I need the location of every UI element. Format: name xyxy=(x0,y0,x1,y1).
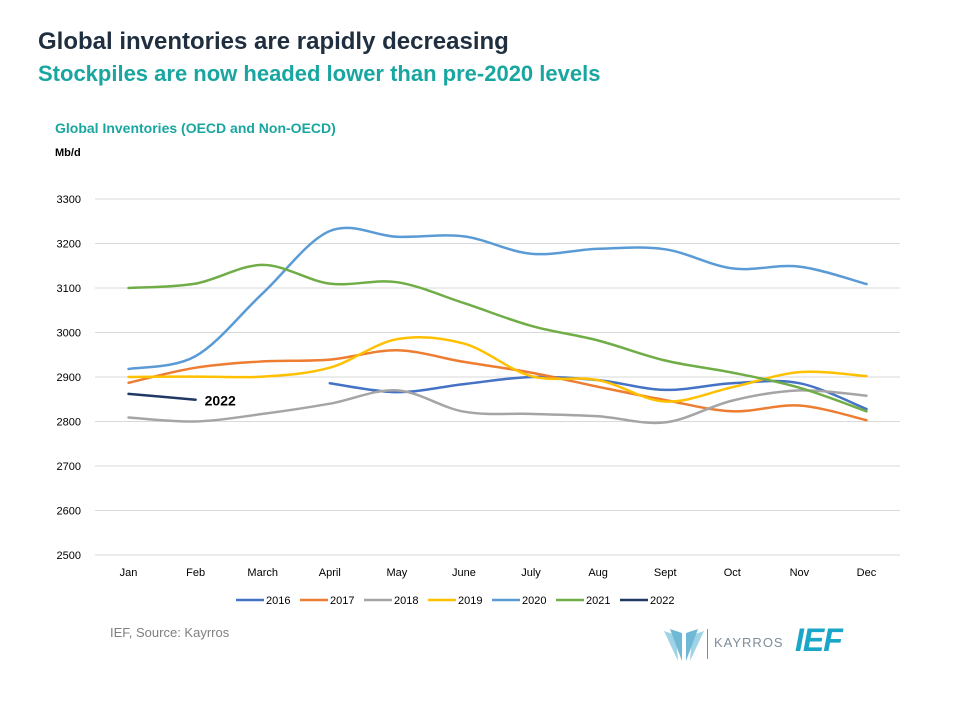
annotations: 2022 xyxy=(205,393,236,409)
legend-item-2020: 2020 xyxy=(492,595,546,607)
x-tick-label: July xyxy=(521,567,541,579)
legend-label: 2022 xyxy=(650,595,674,607)
kayrros-wing-icon xyxy=(664,629,704,661)
series-line-2022 xyxy=(127,392,197,401)
x-tick-label: May xyxy=(386,567,407,579)
page-subtitle: Stockpiles are now headed lower than pre… xyxy=(38,61,601,86)
annotation-2022: 2022 xyxy=(205,393,236,409)
y-tick-label: 2500 xyxy=(57,550,81,562)
legend-item-2018: 2018 xyxy=(364,595,418,607)
y-tick-label: 3200 xyxy=(57,239,81,251)
page-title: Global inventories are rapidly decreasin… xyxy=(38,28,509,55)
x-tick-label: June xyxy=(452,567,476,579)
y-tick-label: 2800 xyxy=(57,417,81,429)
y-tick-label: 3300 xyxy=(57,194,81,206)
legend-label: 2016 xyxy=(266,595,290,607)
y-tick-label: 2700 xyxy=(57,461,81,473)
y-axis-ticks: 2500 2600 2700 2800 2900 3000 3100 3200 3300 xyxy=(57,194,81,562)
ief-logo: IEF xyxy=(795,622,843,658)
source-note: IEF, Source: Kayrros xyxy=(110,625,230,640)
series-line-2019 xyxy=(127,335,868,403)
kayrros-divider xyxy=(707,629,708,659)
series-line-2017 xyxy=(127,349,868,422)
x-tick-label: Jan xyxy=(120,567,138,579)
x-tick-label: Oct xyxy=(724,567,741,579)
kayrros-logo-text: KAYRROS xyxy=(714,635,784,650)
chart-title: Global Inventories (OECD and Non-OECD) xyxy=(55,120,336,136)
legend-item-2017: 2017 xyxy=(300,595,354,607)
legend-label: 2019 xyxy=(458,595,482,607)
legend-item-2019: 2019 xyxy=(428,595,482,607)
y-tick-label: 2900 xyxy=(57,372,81,384)
legend-item-2016: 2016 xyxy=(236,595,290,607)
series-line-2018 xyxy=(127,389,868,425)
legend-label: 2020 xyxy=(522,595,546,607)
legend-label: 2018 xyxy=(394,595,418,607)
kayrros-logo: KAYRROS xyxy=(662,625,784,665)
y-tick-label: 3000 xyxy=(57,328,81,340)
legend-label: 2017 xyxy=(330,595,354,607)
y-tick-label: 3100 xyxy=(57,283,81,295)
series-line-2021 xyxy=(127,263,868,413)
legend-item-2022: 2022 xyxy=(620,595,674,607)
x-tick-label: Feb xyxy=(186,567,205,579)
y-tick-label: 2600 xyxy=(57,506,81,518)
x-tick-label: April xyxy=(319,567,341,579)
x-tick-label: Aug xyxy=(588,567,608,579)
x-axis-ticks: Jan Feb March April May June July Aug Sept Oct Nov… xyxy=(120,567,877,579)
series-lines xyxy=(127,226,868,425)
series-line-2020 xyxy=(127,226,868,371)
x-tick-label: Dec xyxy=(857,567,877,579)
legend-label: 2021 xyxy=(586,595,610,607)
legend-item-2021: 2021 xyxy=(556,595,610,607)
x-tick-label: Nov xyxy=(790,567,810,579)
x-tick-label: March xyxy=(247,567,278,579)
x-tick-label: Sept xyxy=(654,567,677,579)
legend: 2016 2017 2018 2019 2020 2021 2022 xyxy=(236,595,674,607)
y-axis-unit-label: Mb/d xyxy=(55,147,81,159)
